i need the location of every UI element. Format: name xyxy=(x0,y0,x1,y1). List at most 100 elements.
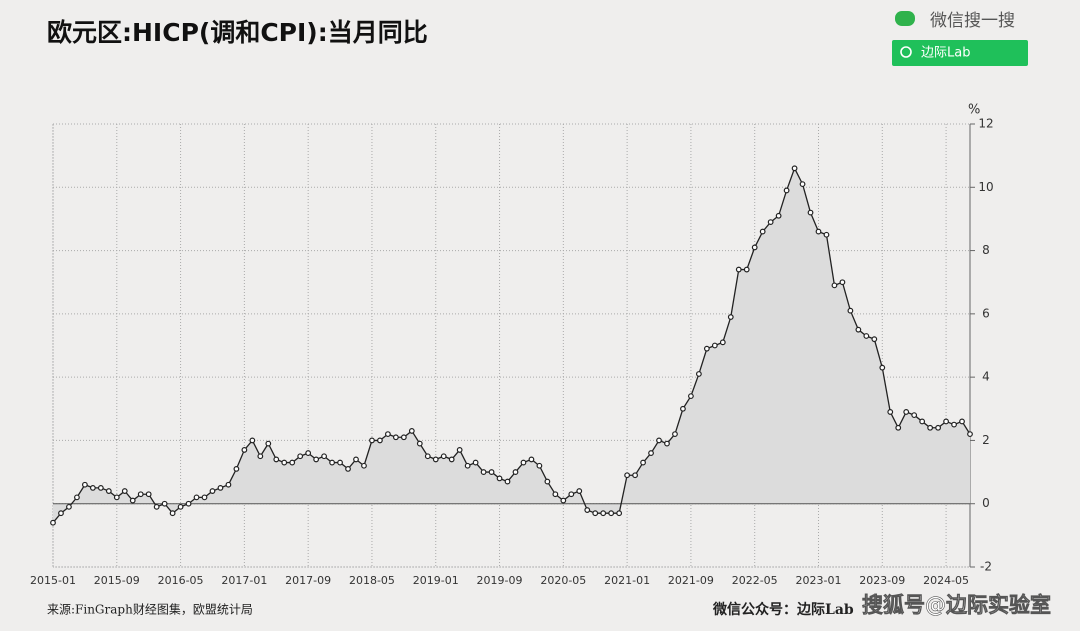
marker xyxy=(58,510,64,517)
marker xyxy=(608,510,615,517)
y-tick-label: 0 xyxy=(982,496,990,510)
marker xyxy=(879,364,886,371)
x-tick-label: 2017-01 xyxy=(221,574,267,587)
marker xyxy=(472,459,479,466)
marker xyxy=(512,469,519,475)
chart-title: 欧元区:HICP(调和CPI):当月同比 xyxy=(47,18,428,47)
marker xyxy=(600,510,607,517)
marker xyxy=(297,453,304,460)
marker xyxy=(273,456,280,463)
marker xyxy=(345,466,351,472)
x-tick-label: 2022-05 xyxy=(732,574,778,587)
marker xyxy=(50,519,56,526)
marker xyxy=(496,475,503,482)
marker xyxy=(967,431,973,438)
marker xyxy=(305,450,312,456)
marker xyxy=(664,440,670,447)
marker xyxy=(576,488,583,494)
marker xyxy=(137,491,144,498)
marker xyxy=(185,500,192,507)
marker xyxy=(759,228,766,235)
marker xyxy=(464,462,471,469)
marker xyxy=(783,187,790,194)
marker xyxy=(919,418,926,425)
marker xyxy=(66,503,72,510)
wechat-icon xyxy=(895,11,915,26)
marker xyxy=(520,459,527,466)
marker xyxy=(943,418,949,425)
marker xyxy=(193,494,200,501)
marker xyxy=(377,437,383,444)
x-tick-label: 2015-09 xyxy=(94,574,140,587)
y-tick-label: 6 xyxy=(982,306,990,320)
marker xyxy=(863,333,870,339)
marker xyxy=(201,494,208,501)
marker xyxy=(448,456,455,463)
x-tick-label: 2018-05 xyxy=(349,574,395,587)
marker xyxy=(257,453,264,460)
marker xyxy=(416,440,423,447)
marker xyxy=(440,453,447,460)
x-tick-label: 2020-05 xyxy=(540,574,586,587)
marker xyxy=(408,428,415,434)
marker xyxy=(281,459,288,466)
marker xyxy=(369,437,375,444)
marker xyxy=(265,440,272,447)
x-tick-label: 2023-09 xyxy=(859,574,905,587)
source: 来源:FinGraph财经图集，欧盟统计局 xyxy=(47,602,253,617)
watermark: 搜狐号@边际实验室 xyxy=(862,593,1051,617)
marker xyxy=(775,212,782,219)
marker xyxy=(528,456,535,463)
marker xyxy=(680,405,686,412)
search-button[interactable] xyxy=(892,40,1028,66)
marker xyxy=(640,459,646,466)
marker xyxy=(361,462,367,469)
x-tick-label: 2021-09 xyxy=(668,574,714,587)
x-tick-label: 2019-09 xyxy=(477,574,523,587)
marker xyxy=(648,450,654,456)
marker xyxy=(353,456,359,463)
marker xyxy=(121,488,128,494)
marker xyxy=(887,409,894,415)
marker xyxy=(113,494,120,501)
marker xyxy=(616,510,623,517)
marker xyxy=(903,409,910,415)
marker xyxy=(839,279,846,286)
marker xyxy=(456,447,463,453)
marker xyxy=(895,424,902,431)
marker xyxy=(672,431,678,438)
marker xyxy=(177,503,184,510)
marker xyxy=(225,481,232,488)
marker xyxy=(711,342,718,349)
marker xyxy=(727,314,734,320)
marker xyxy=(584,507,591,513)
x-tick-label: 2024-05 xyxy=(923,574,969,587)
marker xyxy=(767,219,774,225)
marker xyxy=(209,488,216,494)
search-button-label[interactable]: 边际Lab xyxy=(921,46,970,61)
y-tick-label: 12 xyxy=(978,117,993,131)
marker xyxy=(321,453,328,460)
marker xyxy=(504,478,511,485)
marker xyxy=(847,307,854,314)
marker xyxy=(855,326,862,333)
marker xyxy=(337,459,343,466)
marker xyxy=(313,456,320,463)
brand: 微信搜一搜 xyxy=(930,11,1015,31)
marker xyxy=(329,459,335,466)
marker xyxy=(400,434,407,441)
y-tick-label: 2 xyxy=(982,433,990,447)
marker xyxy=(74,494,80,501)
x-tick-label: 2021-01 xyxy=(604,574,650,587)
marker xyxy=(249,437,256,444)
marker xyxy=(935,424,942,431)
marker xyxy=(751,244,758,251)
x-tick-label: 2015-01 xyxy=(30,574,76,587)
plot-frame xyxy=(52,123,971,568)
marker xyxy=(552,491,559,498)
marker xyxy=(560,497,567,504)
x-tick-label: 2019-01 xyxy=(413,574,459,587)
marker xyxy=(592,510,599,517)
marker xyxy=(807,209,814,216)
marker xyxy=(791,165,798,172)
